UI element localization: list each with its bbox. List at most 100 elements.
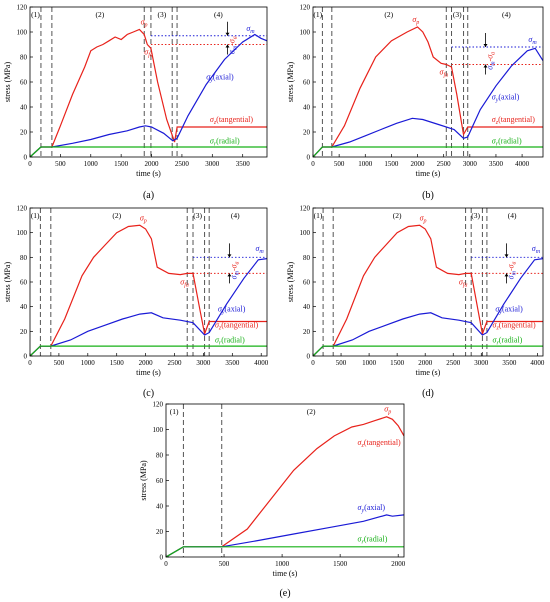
series-annotation: σr(radial): [215, 335, 245, 346]
stage-label: (2): [307, 407, 316, 416]
arrow-up-icon: [227, 273, 232, 277]
arrow-down-icon: [227, 254, 232, 258]
x-tick-label: 2500: [175, 160, 190, 168]
y-tick-label: 40: [303, 104, 311, 112]
panel-c: (1) (2) (3) (4) σm-σa σp σfa σm σy(axial) σz(tang…: [3, 205, 269, 400]
x-axis-label: time (s): [416, 169, 441, 178]
stage-label: (1): [170, 407, 179, 416]
x-tick-label: 0: [311, 359, 315, 367]
arrow-down-icon: [504, 254, 509, 258]
y-tick-label: 80: [303, 54, 311, 62]
x-tick-label: 2000: [418, 359, 433, 367]
x-tick-label: 4000: [254, 359, 269, 367]
series-annotation: σp: [141, 18, 148, 29]
panel-b: (1) (2) (3) (4) σm-σa σp σfa σm σy(axial) σz(tang…: [286, 4, 544, 201]
y-tick-label: 120: [17, 205, 28, 213]
x-tick-label: 2000: [411, 160, 426, 168]
series-annotation: σm: [528, 35, 537, 46]
plot-frame: [29, 207, 268, 357]
x-tick-label: 500: [54, 359, 65, 367]
x-tick-label: 2500: [446, 359, 461, 367]
y-tick-label: 100: [17, 229, 28, 237]
series-annotation: σr(radial): [492, 136, 522, 147]
stage-label: (4): [231, 211, 240, 220]
stage-label: (3): [453, 10, 462, 19]
y-tick-label: 100: [17, 29, 28, 37]
y-tick-label: 60: [303, 79, 311, 87]
y-tick-label: 120: [153, 401, 164, 409]
series-annotation: σy(axial): [218, 305, 246, 316]
x-tick-label: 0: [164, 560, 168, 568]
series-line-tangential: [30, 224, 267, 356]
y-tick-label: 0: [307, 154, 311, 162]
series-annotation: σy(axial): [358, 503, 386, 514]
x-tick-label: 1000: [81, 359, 96, 367]
y-tick-label: 20: [303, 328, 311, 336]
series-annotation: σy(axial): [492, 93, 520, 104]
stress-delta-label: σm-σa: [229, 261, 240, 279]
series-annotation: σm: [532, 244, 541, 255]
series-annotation: σfa: [180, 277, 189, 288]
y-tick-label: 0: [307, 353, 311, 361]
series-line-radial: [30, 146, 267, 157]
stress-delta-label: σm-σa: [507, 261, 518, 279]
series-line-axial: [30, 33, 267, 157]
y-axis-label: stress (MPa): [3, 262, 12, 303]
x-tick-label: 2500: [168, 359, 183, 367]
series-line-tangential: [313, 224, 543, 356]
series-annotation: σp: [140, 213, 147, 224]
x-tick-label: 1000: [84, 160, 99, 168]
x-tick-label: 3500: [489, 160, 504, 168]
panel-e: (1) (2) σp σz(tangential) σy(axial) σr(radial…: [139, 401, 406, 600]
panel-caption: (c): [143, 388, 154, 399]
panel-caption: (e): [279, 588, 290, 599]
series-annotation: σfa: [144, 48, 153, 59]
stage-label: (1): [313, 10, 322, 19]
y-tick-label: 100: [153, 426, 164, 434]
arrow-down-icon: [225, 32, 230, 36]
series-line-radial: [313, 146, 543, 157]
series-line-tangential: [166, 416, 404, 557]
y-tick-label: 80: [20, 54, 28, 62]
x-tick-label: 500: [336, 359, 347, 367]
stress-delta-label: σm-σa: [228, 36, 239, 54]
stage-label: (1): [31, 10, 40, 19]
y-tick-label: 20: [20, 129, 28, 137]
y-tick-label: 40: [156, 503, 164, 511]
stress-delta-label: σm-σa: [486, 52, 497, 70]
y-tick-label: 0: [160, 554, 164, 562]
series-line-radial: [313, 345, 543, 356]
y-axis-label: stress (MPa): [139, 460, 148, 501]
series-line-radial: [30, 345, 267, 356]
x-tick-label: 1500: [114, 160, 129, 168]
x-tick-label: 1000: [358, 160, 373, 168]
series-line-axial: [30, 258, 267, 356]
series-annotation: σz(tangential): [215, 321, 259, 332]
y-tick-label: 20: [156, 528, 164, 536]
y-tick-label: 0: [24, 154, 28, 162]
stage-label: (4): [502, 10, 511, 19]
series-annotation: σm: [255, 244, 264, 255]
arrow-up-icon: [225, 44, 230, 48]
stage-label: (2): [393, 211, 402, 220]
x-tick-label: 3500: [236, 160, 251, 168]
x-tick-label: 1500: [110, 359, 125, 367]
x-tick-label: 0: [28, 359, 32, 367]
stage-label: (4): [508, 211, 517, 220]
y-tick-label: 120: [300, 205, 311, 213]
series-annotation: σr(radial): [210, 136, 240, 147]
y-tick-label: 60: [20, 79, 28, 87]
x-tick-label: 500: [219, 560, 230, 568]
series-annotation: σm: [246, 24, 255, 35]
y-tick-label: 100: [300, 229, 311, 237]
arrow-down-icon: [483, 44, 488, 47]
x-tick-label: 3500: [502, 359, 517, 367]
stage-label: (4): [214, 10, 223, 19]
y-tick-label: 60: [156, 477, 164, 485]
y-tick-label: 100: [300, 29, 311, 37]
x-tick-label: 4000: [515, 160, 530, 168]
y-axis-label: stress (MPa): [286, 62, 295, 103]
plot-frame: [312, 207, 544, 357]
series-annotation: σr(radial): [358, 535, 388, 546]
